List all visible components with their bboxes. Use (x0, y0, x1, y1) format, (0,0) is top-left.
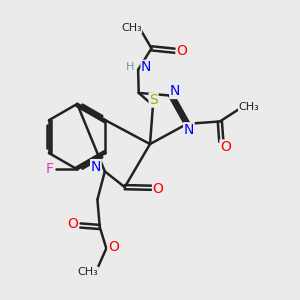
Text: CH₃: CH₃ (238, 102, 259, 112)
Text: N: N (170, 84, 180, 98)
Text: N: N (91, 160, 101, 174)
Text: O: O (108, 240, 119, 254)
Text: O: O (220, 140, 231, 154)
Text: H: H (126, 62, 134, 72)
Text: O: O (176, 44, 187, 58)
Text: O: O (153, 182, 164, 196)
Text: CH₃: CH₃ (121, 23, 142, 33)
Text: S: S (149, 93, 158, 107)
Text: O: O (67, 217, 78, 231)
Text: N: N (141, 60, 152, 74)
Text: CH₃: CH₃ (77, 267, 98, 277)
Text: N: N (184, 123, 194, 137)
Text: F: F (45, 162, 53, 176)
